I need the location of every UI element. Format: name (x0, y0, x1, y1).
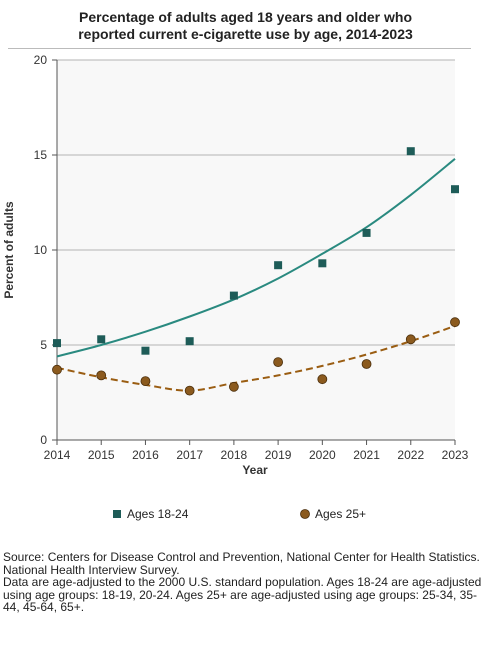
point-ages-18-24-2019 (274, 261, 283, 270)
x-tick-label-2021: 2021 (353, 448, 380, 462)
footnotes: Source: Centers for Disease Control and … (3, 551, 485, 614)
point-ages-25-2014 (52, 364, 62, 375)
trend-line-ages-18-24 (56, 158, 456, 358)
x-tick-label-2014: 2014 (44, 448, 71, 462)
point-ages-18-24-2022 (406, 147, 415, 156)
title-divider (8, 48, 471, 49)
axes: 0 5 10 15 20 2014 2015 2016 2017 2018 2019 2020 2021… (34, 53, 469, 462)
point-ages-18-24-2017 (185, 337, 194, 346)
y-axis-title: Percent of adults (2, 201, 16, 299)
point-ages-25-2021 (361, 359, 372, 369)
legend-marker-ages-25 (300, 509, 310, 519)
footnote-note-line-3: 44, 45-64, 65+. (3, 600, 85, 614)
point-ages-18-24-2018 (229, 291, 238, 300)
legend-label-ages-18-24: Ages 18-24 (127, 507, 189, 521)
legend-marker-ages-18-24 (113, 510, 121, 518)
x-tick-label-2017: 2017 (176, 448, 203, 462)
y-tick-label-10: 10 (34, 243, 48, 257)
point-ages-25-2022 (405, 334, 416, 345)
point-ages-25-2019 (273, 357, 284, 368)
grid-lines (57, 59, 455, 346)
x-tick-label-2018: 2018 (221, 448, 248, 462)
x-tick-label-2023: 2023 (442, 448, 469, 462)
point-ages-18-24-2016 (141, 346, 150, 355)
x-tick-label-2019: 2019 (265, 448, 292, 462)
point-ages-25-2016 (140, 376, 151, 387)
legend: Ages 18-24 Ages 25+ (113, 507, 366, 521)
x-axis-title: Year (242, 463, 268, 477)
chart-title-line-1: Percentage of adults aged 18 years and o… (79, 9, 412, 25)
point-ages-25-2015 (96, 370, 107, 381)
y-tick-label-15: 15 (34, 148, 48, 162)
y-tick-label-5: 5 (40, 338, 47, 352)
x-tick-label-2022: 2022 (397, 448, 424, 462)
y-tick-label-20: 20 (34, 53, 48, 67)
footnote-source-line-1: Source: Centers for Disease Control and … (3, 550, 480, 564)
x-tick-label-2020: 2020 (309, 448, 336, 462)
point-ages-25-2023 (450, 317, 460, 328)
point-ages-18-24-2021 (362, 228, 371, 237)
footnote-source-line-2: National Health Interview Survey. (3, 562, 180, 577)
point-ages-25-2018 (228, 381, 239, 392)
footnote-note-line-1: Data are age-adjusted to the 2000 U.S. s… (3, 575, 482, 589)
data-points (52, 147, 460, 396)
point-ages-18-24-2015 (97, 335, 106, 344)
point-ages-18-24-2020 (318, 259, 327, 268)
chart-title: Percentage of adults aged 18 years and o… (0, 9, 491, 43)
chart-title-line-2: reported current e-cigarette use by age,… (78, 26, 413, 42)
footnote-note-line-2: using age groups: 18-19, 20-24. Ages 25+… (3, 587, 478, 602)
x-tick-label-2015: 2015 (88, 448, 115, 462)
point-ages-25-2020 (317, 374, 328, 385)
y-tick-label-0: 0 (40, 433, 47, 447)
point-ages-25-2017 (184, 385, 195, 396)
point-ages-18-24-2023 (451, 185, 459, 194)
x-tick-label-2016: 2016 (132, 448, 159, 462)
trend-lines (56, 158, 456, 392)
trend-line-ages-25 (56, 325, 456, 392)
point-ages-18-24-2014 (53, 339, 61, 348)
legend-label-ages-25: Ages 25+ (315, 507, 366, 521)
